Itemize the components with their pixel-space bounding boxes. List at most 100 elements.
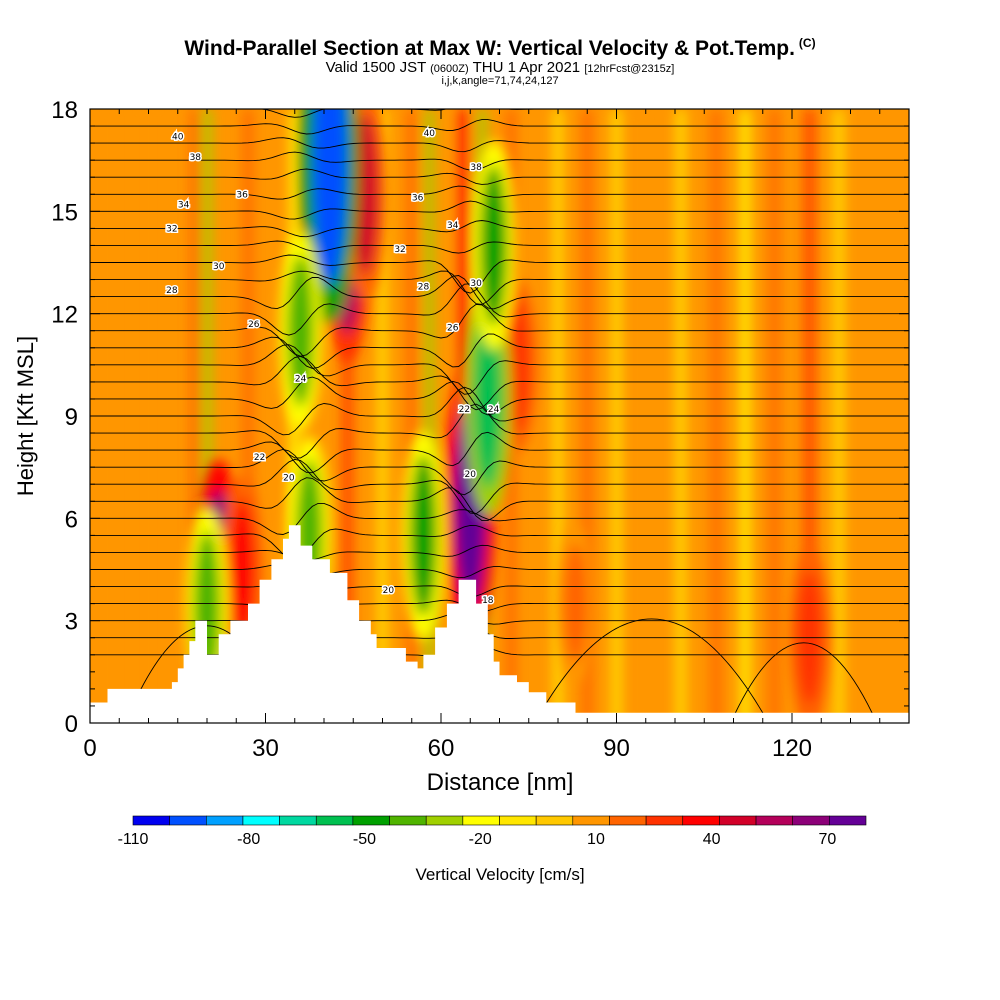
- isentrope-line: [90, 355, 909, 411]
- isentrope-line: [90, 220, 909, 238]
- colorbar-swatch: [315, 815, 354, 826]
- x-tick-label: 120: [772, 735, 812, 762]
- isentrope-line: [90, 137, 909, 153]
- colorbar-swatch: [352, 815, 390, 826]
- chart-title: Wind-Parallel Section at Max W: Vertical…: [184, 36, 816, 60]
- y-tick-label: 12: [51, 302, 78, 329]
- contour-label: 30: [470, 279, 482, 289]
- isentrope-line: [90, 283, 909, 336]
- contour-label: 26: [447, 323, 459, 333]
- colorbar-swatch: [389, 815, 427, 826]
- colorbar-tick-label: -50: [353, 831, 376, 848]
- colorbar-swatch: [609, 815, 647, 826]
- isentrope-dome: [730, 642, 878, 723]
- isentrope-line: [90, 612, 909, 626]
- contour-label-layer: 40 38 36 34 32 30 28 26 24 22 20 40 38 36 34 32 28 30 26 22…: [165, 127, 501, 607]
- contour-label: 28: [418, 282, 430, 292]
- valid-zulu: (0600Z): [430, 63, 469, 75]
- colorbar-tick-label: -80: [237, 831, 260, 848]
- colorbar-swatch: [425, 815, 464, 826]
- velocity-streak: [342, 109, 353, 723]
- isentrope-line: [90, 431, 909, 474]
- colorbar: -110 -80 -50 -20 10 40 70 Vertical Velocity [cm…: [118, 815, 867, 884]
- contour-label: 32: [394, 245, 405, 255]
- y-tick-label: 15: [51, 199, 78, 226]
- downdraft-core: [480, 164, 508, 326]
- isentrope-layer: [90, 109, 909, 723]
- core-layer: [185, 109, 830, 723]
- isentrope-line: [90, 502, 909, 535]
- downdraft-core: [473, 309, 503, 489]
- isentrope-line: [90, 544, 909, 562]
- isentrope-line: [90, 270, 909, 305]
- contour-label: 24: [295, 374, 307, 384]
- isentrope-line: [90, 564, 909, 579]
- y-tick-label: 3: [65, 609, 78, 636]
- y-tick-label: 0: [65, 711, 78, 738]
- grid-indices: i,j,k,angle=71,74,24,127: [441, 75, 559, 87]
- forecast-info: [12hrFcst@2315z]: [584, 63, 675, 75]
- contour-label: 40: [172, 132, 184, 142]
- colorbar-swatch: [242, 815, 280, 826]
- isentrope-line: [90, 275, 909, 310]
- colorbar-tick-label: 40: [703, 831, 721, 848]
- terrain: [90, 525, 909, 723]
- contour-label: 34: [178, 201, 190, 211]
- isentrope-line: [90, 386, 909, 436]
- contour-label: 20: [383, 586, 395, 596]
- valid-date: THU 1 Apr 2021: [472, 59, 581, 76]
- copyright-mark: (C): [798, 36, 816, 50]
- x-tick-label: 60: [428, 735, 455, 762]
- colorbar-swatch: [499, 815, 537, 826]
- colorbar-swatch: [535, 815, 574, 826]
- x-tick-label: 90: [603, 735, 630, 762]
- colorbar-label: Vertical Velocity [cm/s]: [415, 865, 584, 884]
- contour-label: 34: [447, 221, 459, 231]
- isentrope-line: [90, 344, 909, 395]
- colorbar-swatch: [719, 815, 757, 826]
- isentrope-line: [90, 168, 909, 185]
- isentrope-line: [90, 185, 909, 200]
- colorbar-swatch: [572, 815, 610, 826]
- contour-label: 30: [213, 262, 225, 272]
- colorbar-swatch: [169, 815, 207, 826]
- contour-label: 20: [283, 473, 295, 483]
- contour-label: 22: [254, 453, 265, 463]
- isentrope-line: [90, 449, 909, 496]
- contour-label: 36: [412, 194, 424, 204]
- isentrope-line: [90, 200, 909, 220]
- colorbar-tick-label: 70: [819, 831, 837, 848]
- colorbar-swatch: [645, 815, 684, 826]
- isentrope-line: [90, 578, 909, 598]
- contour-label: 26: [248, 320, 260, 330]
- isentrope-line: [90, 254, 909, 294]
- contour-label: 32: [166, 224, 177, 234]
- colorbar-tick-label: -110: [118, 831, 149, 848]
- colorbar-swatch: [682, 815, 720, 826]
- isentrope-line: [90, 119, 909, 135]
- colorbar-swatch: [829, 815, 867, 826]
- contour-label: 24: [488, 405, 500, 415]
- contour-label: 38: [190, 153, 202, 163]
- downdraft-core: [287, 254, 314, 407]
- contour-label: 22: [459, 405, 470, 415]
- y-tick-label: 6: [65, 506, 78, 533]
- contour-label: 18: [482, 596, 494, 606]
- colorbar-swatch: [279, 815, 317, 826]
- y-tick-label: 18: [51, 97, 78, 124]
- x-tick-label: 0: [83, 735, 96, 762]
- downdraft-core: [312, 109, 348, 286]
- chart-subtitle: Valid 1500 JST (0600Z) THU 1 Apr 2021 [1…: [0, 59, 1000, 76]
- chart-header: Wind-Parallel Section at Max W: Vertical…: [0, 36, 1000, 87]
- colorbar-swatch: [206, 815, 244, 826]
- contour-label: 20: [465, 470, 477, 480]
- colorbar-swatch: [132, 815, 170, 826]
- isentrope-line: [90, 458, 909, 515]
- contour-label: 28: [166, 286, 178, 296]
- isentrope-line: [90, 594, 909, 612]
- isentrope-line: [90, 303, 909, 357]
- x-axis-label: Distance [nm]: [427, 769, 574, 796]
- colorbar-swatch: [462, 815, 500, 826]
